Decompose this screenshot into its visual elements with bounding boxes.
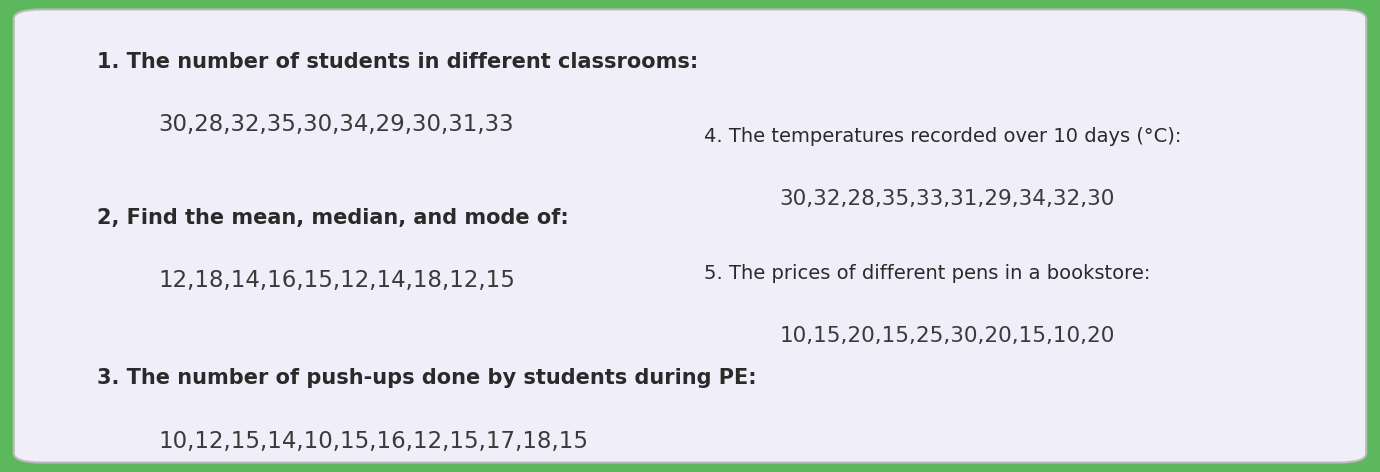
Text: 3. The number of push-ups done by students during PE:: 3. The number of push-ups done by studen… bbox=[97, 368, 756, 388]
Text: 2, Find the mean, median, and mode of:: 2, Find the mean, median, and mode of: bbox=[97, 208, 569, 228]
Text: 30,32,28,35,33,31,29,34,32,30: 30,32,28,35,33,31,29,34,32,30 bbox=[780, 189, 1115, 209]
Text: 1. The number of students in different classrooms:: 1. The number of students in different c… bbox=[97, 52, 698, 72]
FancyBboxPatch shape bbox=[14, 9, 1366, 463]
Text: 10,15,20,15,25,30,20,15,10,20: 10,15,20,15,25,30,20,15,10,20 bbox=[780, 326, 1115, 346]
Text: 5. The prices of different pens in a bookstore:: 5. The prices of different pens in a boo… bbox=[704, 264, 1150, 283]
Text: 4. The temperatures recorded over 10 days (°C):: 4. The temperatures recorded over 10 day… bbox=[704, 127, 1181, 146]
Text: 12,18,14,16,15,12,14,18,12,15: 12,18,14,16,15,12,14,18,12,15 bbox=[159, 269, 516, 292]
Text: 30,28,32,35,30,34,29,30,31,33: 30,28,32,35,30,34,29,30,31,33 bbox=[159, 113, 515, 136]
Text: 10,12,15,14,10,15,16,12,15,17,18,15: 10,12,15,14,10,15,16,12,15,17,18,15 bbox=[159, 430, 589, 453]
